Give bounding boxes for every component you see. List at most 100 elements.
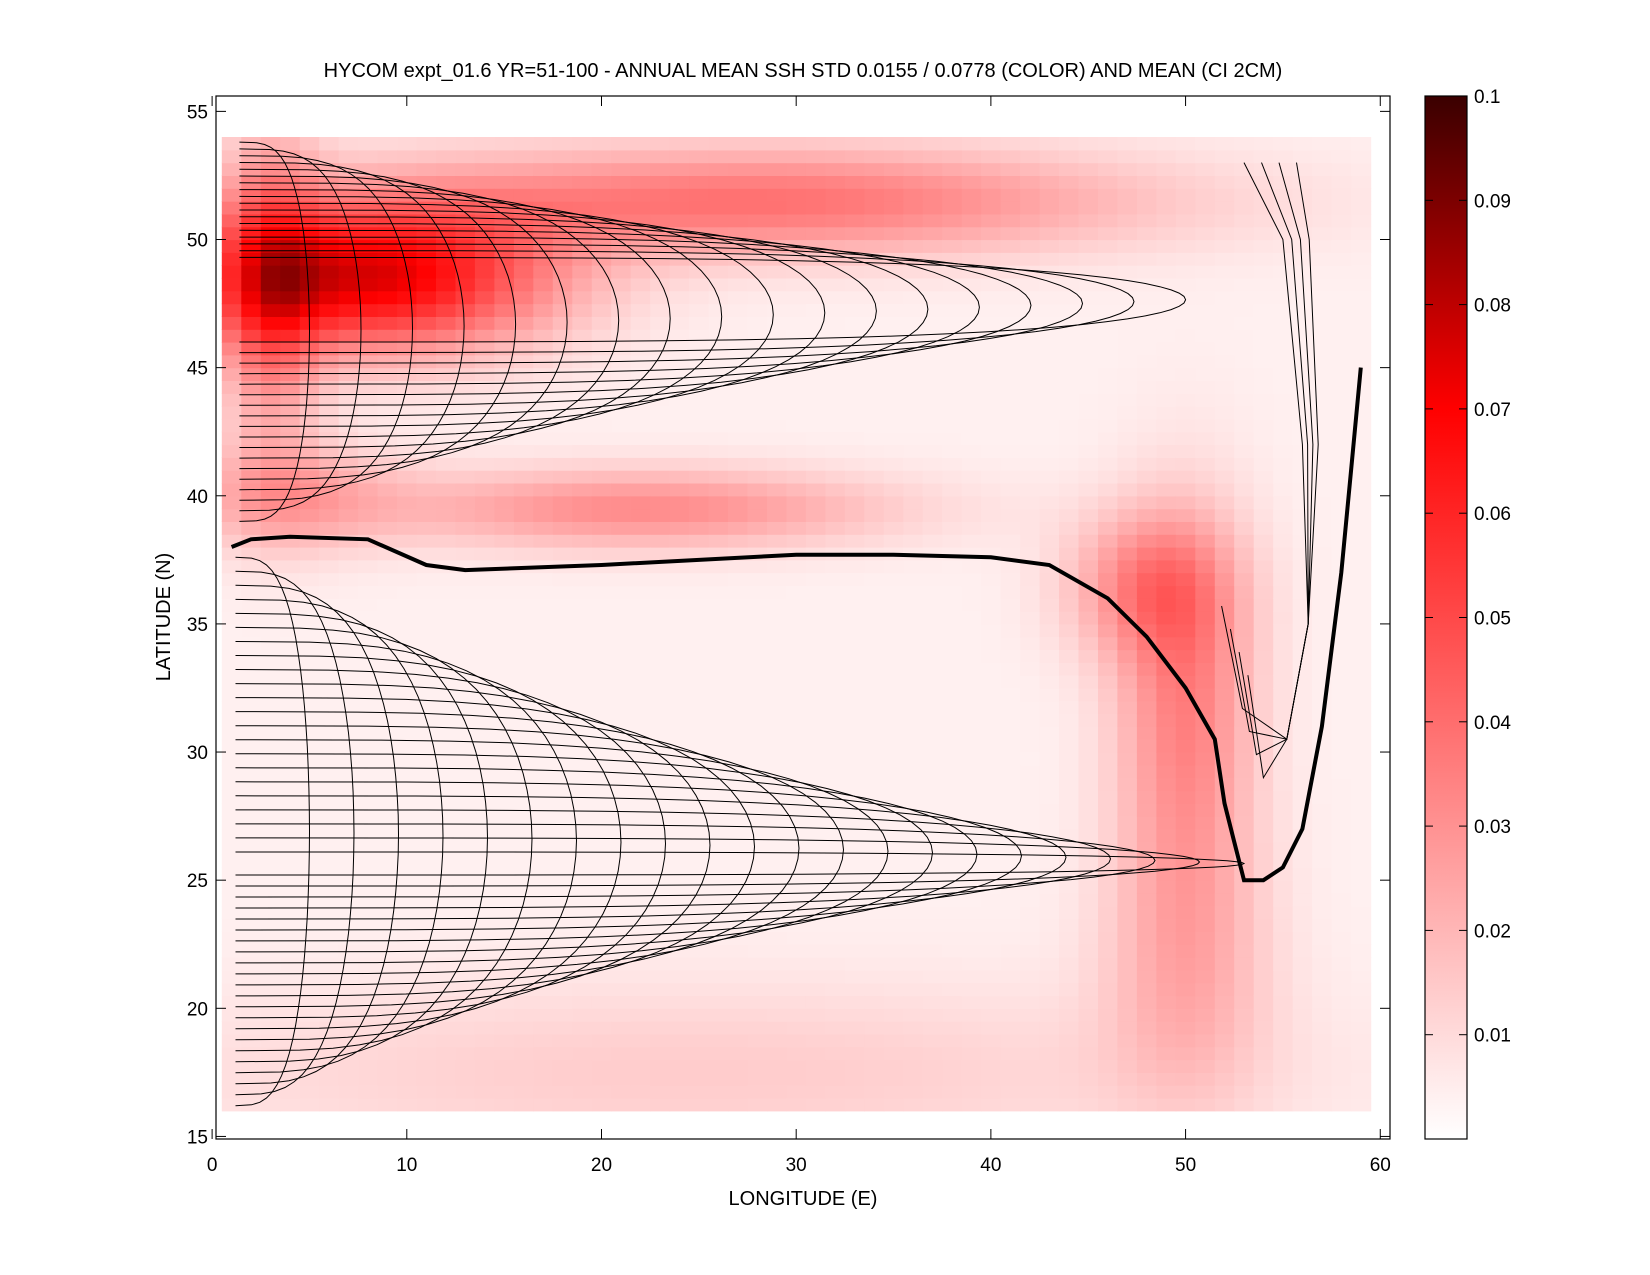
heatmap-cell: [591, 508, 612, 522]
heatmap-cell: [903, 226, 924, 241]
heatmap-cell: [260, 893, 281, 907]
heatmap-cell: [903, 867, 924, 881]
heatmap-cell: [455, 764, 476, 779]
heatmap-cell: [494, 290, 515, 305]
heatmap-cell: [1098, 854, 1119, 868]
heatmap-cell: [1195, 752, 1216, 766]
heatmap-cell: [689, 700, 710, 715]
heatmap-cell: [1292, 841, 1313, 856]
heatmap-cell: [221, 354, 242, 369]
heatmap-cell: [1156, 931, 1177, 945]
heatmap-cell: [1156, 995, 1177, 1009]
heatmap-cell: [1214, 470, 1235, 484]
heatmap-cell: [221, 649, 242, 663]
heatmap-cell: [903, 636, 924, 651]
heatmap-cell: [767, 880, 788, 894]
heatmap-cell: [1175, 1072, 1196, 1086]
heatmap-cell: [280, 1033, 301, 1048]
heatmap-cell: [436, 867, 457, 881]
heatmap-cell: [280, 1021, 301, 1035]
heatmap-cell: [1117, 700, 1138, 715]
heatmap-cell: [1059, 598, 1080, 612]
heatmap-cell: [591, 969, 612, 984]
heatmap-cell: [961, 995, 982, 1009]
heatmap-cell: [883, 585, 904, 599]
heatmap-cell: [942, 1098, 963, 1112]
heatmap-cell: [1312, 406, 1333, 420]
heatmap-cell: [1059, 1072, 1080, 1086]
heatmap-cell: [1098, 303, 1119, 317]
heatmap-cell: [221, 611, 242, 625]
heatmap-cell: [1312, 957, 1333, 971]
heatmap-cell: [474, 636, 495, 651]
heatmap-cell: [1292, 342, 1313, 356]
heatmap-cell: [1292, 662, 1313, 676]
heatmap-cell: [260, 290, 281, 305]
heatmap-cell: [844, 854, 865, 868]
heatmap-cell: [1331, 944, 1352, 958]
heatmap-cell: [1351, 713, 1372, 727]
heatmap-cell: [1175, 1021, 1196, 1035]
heatmap-cell: [533, 982, 554, 997]
heatmap-cell: [708, 406, 729, 420]
heatmap-cell: [961, 905, 982, 920]
heatmap-cell: [844, 521, 865, 535]
heatmap-cell: [1214, 1008, 1235, 1022]
heatmap-cell: [513, 406, 534, 420]
heatmap-cell: [942, 213, 963, 228]
heatmap-cell: [844, 188, 865, 202]
heatmap-cell: [513, 521, 534, 535]
heatmap-cell: [728, 636, 749, 651]
heatmap-cell: [747, 393, 768, 407]
heatmap-cell: [1175, 252, 1196, 266]
heatmap-cell: [1175, 649, 1196, 663]
heatmap-cell: [1117, 1033, 1138, 1048]
heatmap-cell: [241, 611, 262, 625]
heatmap-cell: [883, 470, 904, 484]
heatmap-cell: [669, 623, 690, 638]
heatmap-cell: [1273, 354, 1294, 369]
heatmap-cell: [1020, 406, 1041, 420]
heatmap-cell: [591, 598, 612, 612]
heatmap-cell: [903, 483, 924, 497]
heatmap-cell: [241, 957, 262, 971]
heatmap-cell: [533, 1021, 554, 1035]
heatmap-cell: [883, 598, 904, 612]
heatmap-cell: [1273, 777, 1294, 792]
heatmap-cell: [864, 726, 885, 740]
heatmap-cell: [436, 752, 457, 766]
heatmap-cell: [844, 841, 865, 856]
y-tick-label: 35: [187, 615, 208, 636]
heatmap-cell: [805, 1059, 826, 1073]
heatmap-cell: [1078, 252, 1099, 266]
heatmap-cell: [1253, 1059, 1274, 1073]
heatmap-cell: [494, 918, 515, 932]
heatmap-cell: [864, 521, 885, 535]
heatmap-cell: [825, 137, 846, 151]
heatmap-cell: [747, 483, 768, 497]
heatmap-cell: [1253, 547, 1274, 561]
heatmap-cell: [338, 752, 359, 766]
heatmap-cell: [436, 521, 457, 535]
heatmap-cell: [961, 944, 982, 958]
heatmap-cell: [844, 828, 865, 843]
heatmap-cell: [1000, 483, 1021, 497]
heatmap-cell: [650, 213, 671, 228]
heatmap-cell: [630, 841, 651, 856]
heatmap-cell: [1273, 495, 1294, 510]
heatmap-cell: [416, 149, 437, 164]
heatmap-cell: [630, 418, 651, 433]
heatmap-cell: [299, 726, 320, 740]
heatmap-cell: [708, 188, 729, 202]
heatmap-cell: [1214, 700, 1235, 715]
heatmap-cell: [1195, 739, 1216, 753]
heatmap-cell: [1020, 636, 1041, 651]
heatmap-cell: [533, 444, 554, 458]
heatmap-cell: [299, 354, 320, 369]
heatmap-cell: [1292, 290, 1313, 305]
heatmap-cell: [1078, 188, 1099, 202]
heatmap-cell: [1292, 854, 1313, 868]
heatmap-cell: [669, 457, 690, 471]
heatmap-cell: [338, 995, 359, 1009]
heatmap-cell: [397, 303, 418, 317]
